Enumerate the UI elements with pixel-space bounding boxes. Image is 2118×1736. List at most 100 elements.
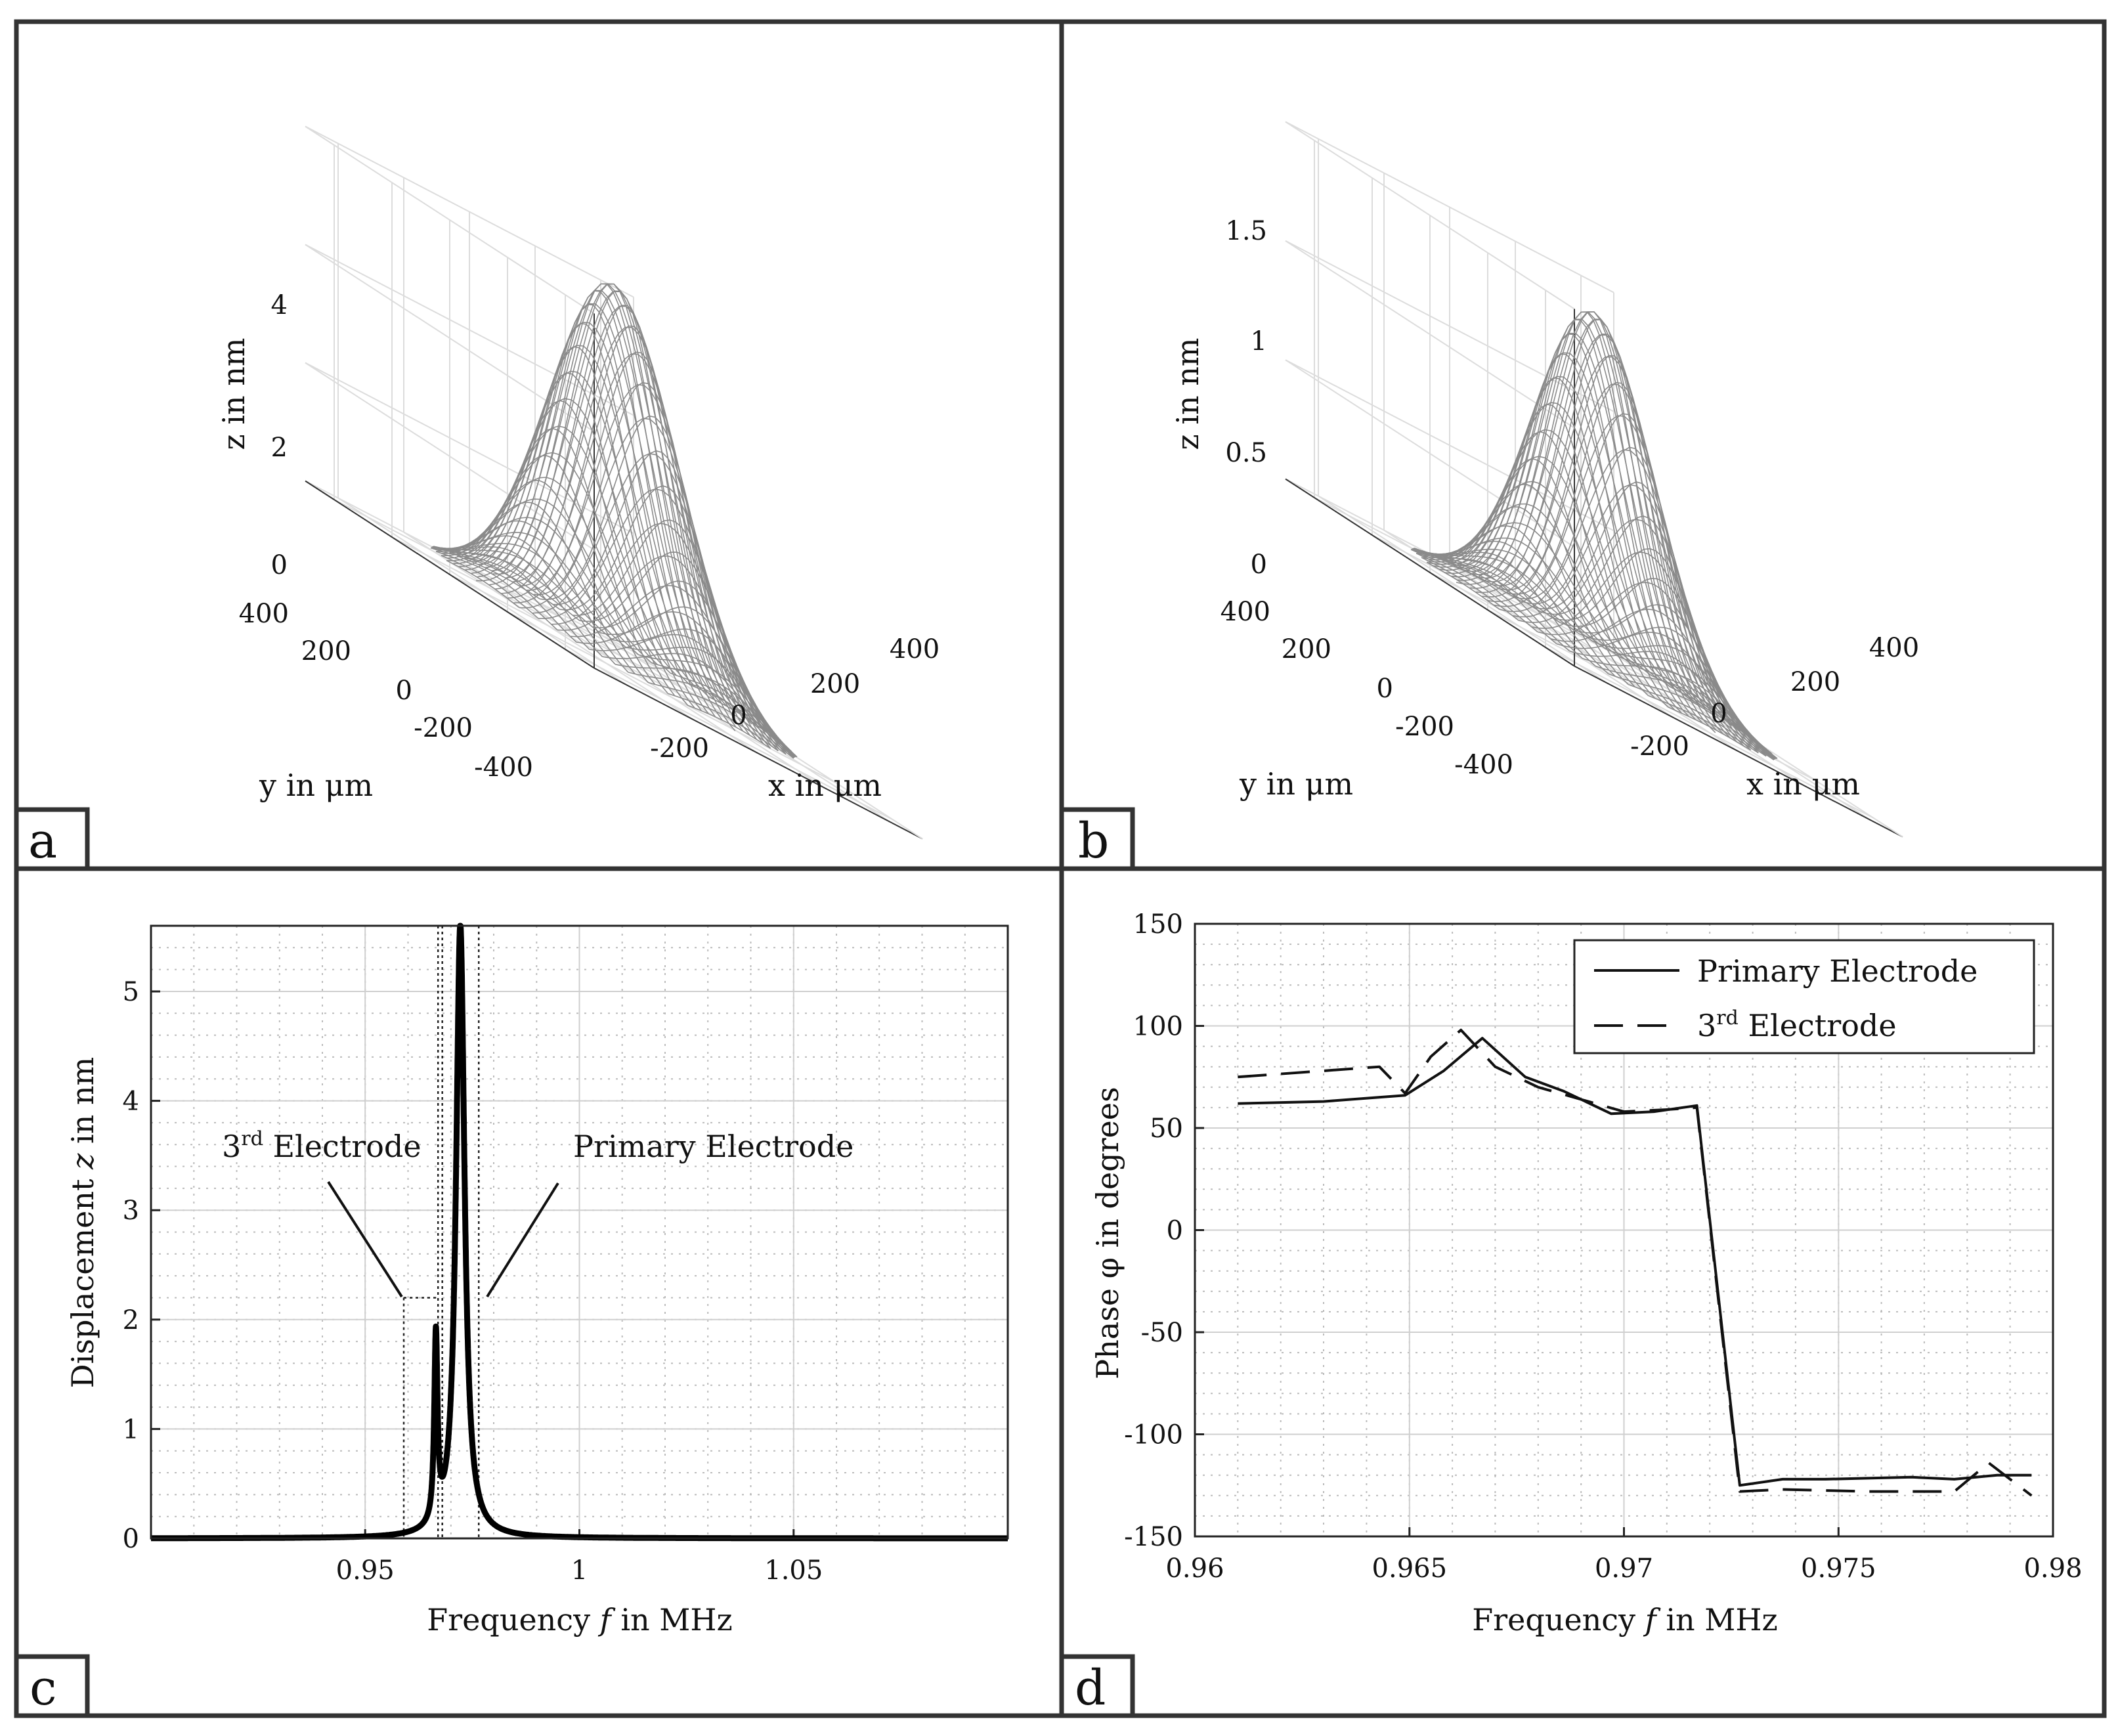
panel-c-primary-leader-line [486,1182,559,1298]
panel-b-z-label: z in nm [1170,337,1205,450]
b-mesh-line [1469,319,1732,725]
b-mesh-line [1493,415,1756,742]
panel-a-y-tick: 400 [239,599,289,629]
panel-d-legend-box [1573,939,2035,1054]
b-mesh-line [1668,706,1752,751]
panel-a-y-tick: 200 [301,636,351,666]
panel-letter-b-text: b [1078,813,1109,869]
a-mesh-line [449,552,561,610]
panel-letter-a-text: a [28,813,57,869]
b-mesh-line [1647,695,1759,754]
panel-c-annotation-third: 3rd Electrode [222,1127,421,1164]
panel-c-tick-labels: 0.95 1 1.05 0 1 2 3 4 5 [123,977,823,1586]
a-grid-line [594,667,923,840]
panel-d-y-label: Phase φ in degrees [1090,1087,1125,1379]
d-y-tick-label: 0 [1167,1216,1183,1246]
d-x-tick-label: 0.97 [1595,1553,1653,1584]
panel-a-x-label: x in μm [768,768,882,803]
d-y-tick-label: -100 [1124,1420,1183,1450]
b-grid-line [1285,359,1575,548]
b-grid-line [1285,240,1614,412]
a-mesh-line [470,290,733,710]
panel-d-series-primary-electrode [1238,1037,2032,1487]
a-mesh-line [437,498,658,665]
panel-b-x-tick: 400 [1869,633,1919,663]
a-mesh-line [441,548,580,621]
panel-a-x-tick: 200 [810,669,860,699]
d-y-tick-label: -50 [1141,1318,1183,1348]
c-x-tick-label: 0.95 [336,1555,395,1586]
c-x-tick-label: 1 [571,1555,588,1586]
panel-c-grid [150,925,1008,1540]
panel-d-legend-third-label: 3rd Electrode [1697,1007,1897,1043]
b-grid-line [1285,121,1614,293]
panel-b-y-tick: 0 [1377,674,1393,704]
b-grid-line [1574,665,1903,838]
b-grid-line [1285,121,1575,310]
c-y-tick-label: 3 [123,1196,139,1226]
a-grid-line [305,362,595,551]
a-mesh-line [431,531,639,655]
d-x-tick-label: 0.965 [1372,1553,1448,1584]
a-mesh-line [494,305,758,726]
a-grid-line [534,599,825,789]
panel-a-z-tick: 2 [271,433,288,463]
c-x-tick-label: 1.05 [764,1555,823,1586]
a-grid-line [305,125,634,298]
panel-b-x-tick: 200 [1790,667,1840,697]
panel-a-y-tick: 0 [396,676,412,706]
panel-a-y-label: y in μm [259,768,373,803]
d-y-tick-label: -150 [1124,1522,1183,1552]
b-mesh-line [1437,557,1521,601]
panel-b-z-tick: 1 [1251,326,1267,357]
b-mesh-line [1433,376,1695,703]
panel-letter-d-text: d [1075,1660,1106,1716]
panel-b-x-label: x in μm [1746,766,1860,802]
a-mesh-line [432,542,626,648]
c-y-tick-label: 1 [123,1414,139,1444]
panel-b-y-tick: 400 [1221,597,1270,627]
c-y-tick-label: 4 [123,1087,139,1117]
a-mesh-line [464,303,727,707]
panel-c-x-label: Frequency f in MHz [427,1602,733,1638]
a-mesh-line [457,555,540,599]
panel-b-y-tick: -400 [1454,750,1513,780]
d-y-tick-label: 100 [1133,1012,1183,1042]
panel-c-chart: 0.95 1 1.05 0 1 2 3 4 5 3rd Electrode Primary El… [65,922,1010,1638]
b-mesh-line [1481,356,1744,733]
b-mesh-line [1456,311,1733,726]
a-mesh-line [488,291,752,722]
panel-c-annotation-primary: Primary Electrode [573,1129,854,1164]
c-y-tick-label: 5 [123,977,139,1007]
panel-b-z-tick: 0.5 [1225,438,1267,468]
a-grid-line [449,574,779,746]
panel-b-surface-mesh [1410,311,1778,761]
a-mesh-line [589,634,797,758]
panel-a-z-tick: 0 [271,550,288,580]
b-grid-line [1580,632,1870,821]
a-mesh-line [446,370,709,697]
panel-a-surface-plot: 0 2 4 z in nm 400 200 0 -200 -400 y in μ… [216,125,940,840]
panel-d-x-label: Frequency f in MHz [1472,1602,1778,1638]
a-grid-line [305,480,595,669]
b-mesh-line [1608,673,1775,761]
b-mesh-line [1438,352,1702,706]
a-mesh-line [434,546,600,634]
a-mesh-line [532,452,781,743]
d-y-tick-label: 150 [1133,909,1183,940]
a-mesh-line [447,398,696,688]
a-mesh-line [452,345,715,701]
panel-letter-b: b [1059,807,1135,871]
panel-letter-d: d [1059,1654,1135,1718]
panel-b-z-tick: 0 [1251,550,1267,580]
panel-a-y-tick: -400 [474,752,533,783]
panel-frames [14,19,2107,1718]
a-mesh-line [687,705,771,749]
b-grid-line [1285,240,1575,429]
c-y-tick-label: 2 [123,1305,139,1335]
b-mesh-line [1421,550,1561,623]
panel-a-z-label: z in nm [216,337,251,450]
panel-d-legend: Primary Electrode 3rd Electrode [1573,939,2035,1054]
a-mesh-line [507,353,770,735]
